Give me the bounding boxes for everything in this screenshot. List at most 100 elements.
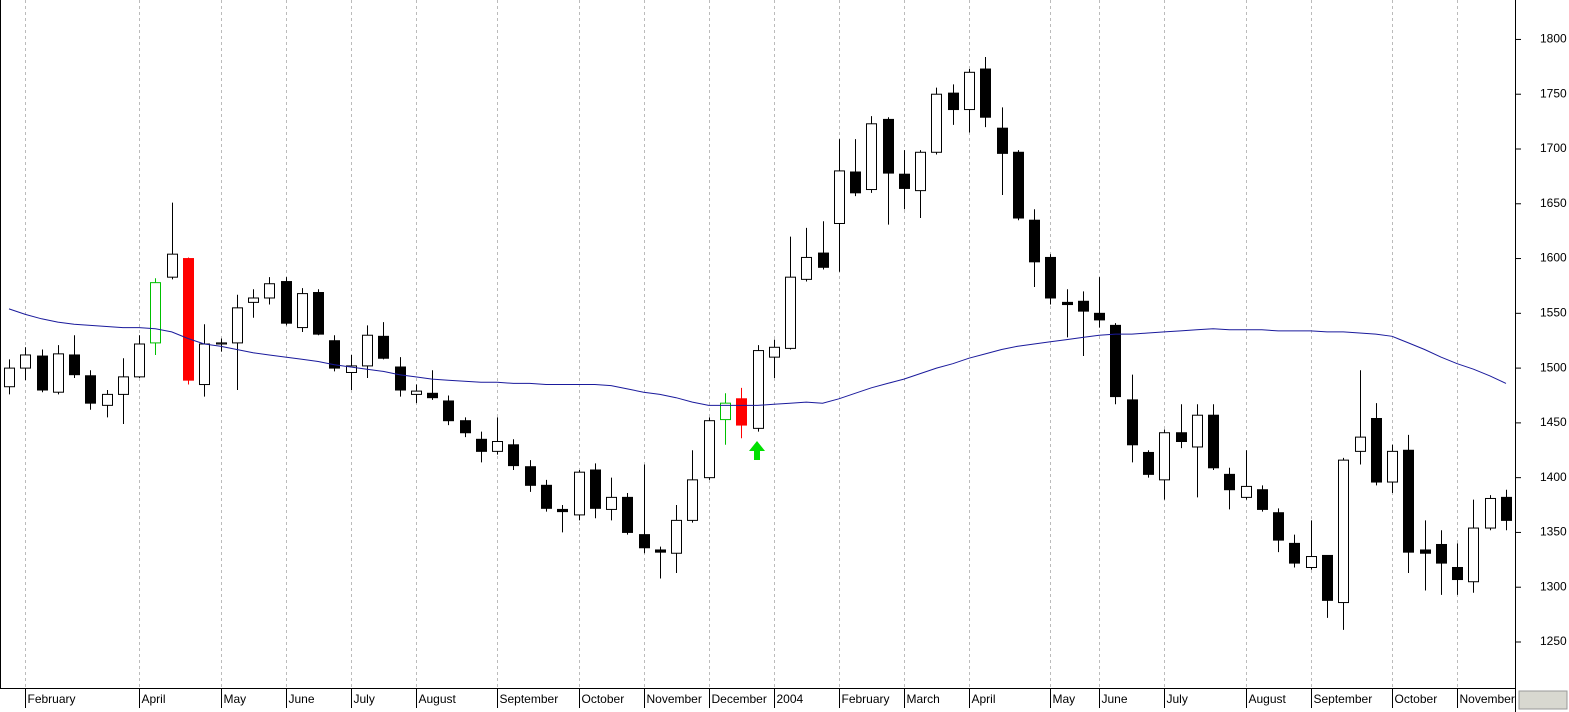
x-tick-label: September: [1314, 692, 1373, 706]
x-tick-label: August: [419, 692, 457, 706]
moving-average: [8, 308, 1507, 406]
candle-body: [411, 390, 422, 395]
candle-body: [232, 307, 243, 344]
x-tick-label: December: [712, 692, 767, 706]
candle-body: [508, 444, 519, 467]
candle-body: [1338, 459, 1349, 604]
y-tick-label: 1550: [1540, 305, 1567, 319]
y-tick-label: 1500: [1540, 360, 1567, 374]
candle-body: [1289, 542, 1300, 564]
candle-body: [1371, 417, 1382, 483]
candle-body: [1468, 527, 1479, 583]
y-tick-label: 1650: [1540, 196, 1567, 210]
candle-body: [1257, 489, 1268, 510]
x-tick-label: November: [1460, 692, 1515, 706]
candle-body: [378, 335, 389, 359]
candle-body: [329, 340, 340, 369]
candle-body: [395, 366, 406, 391]
candle-body: [1110, 324, 1121, 398]
candle-body: [541, 484, 552, 509]
candle-body: [964, 71, 975, 111]
candle-body: [248, 297, 259, 303]
candle-body: [443, 400, 454, 422]
candle-body: [899, 173, 910, 189]
candle-body: [1485, 497, 1496, 529]
y-tick-label: 1800: [1540, 32, 1567, 46]
y-tick-label: 1300: [1540, 579, 1567, 593]
candle-body: [1306, 556, 1317, 568]
candle-body: [915, 151, 926, 192]
candle-body: [931, 93, 942, 153]
x-tick-label: April: [142, 692, 166, 706]
candle-body: [85, 375, 96, 404]
candle-body: [574, 471, 585, 516]
candle-body: [997, 127, 1008, 154]
candle-body: [1208, 414, 1219, 469]
candle-body: [818, 252, 829, 268]
candle-body: [1501, 496, 1512, 521]
candle-body: [1403, 449, 1414, 553]
candle-body: [264, 283, 275, 299]
candle-body: [525, 466, 536, 486]
x-tick-label: April: [972, 692, 996, 706]
candle-body: [476, 438, 487, 452]
x-tick-label: February: [842, 692, 890, 706]
candle-body: [639, 534, 650, 549]
x-tick-label: November: [647, 692, 702, 706]
candle-body: [4, 367, 15, 388]
candle-body: [346, 365, 357, 373]
candle-body: [118, 376, 129, 395]
candle-body: [622, 496, 633, 533]
candle-body: [1013, 151, 1024, 219]
candle-body: [1127, 399, 1138, 446]
candle-body: [671, 519, 682, 554]
candle-body: [1322, 554, 1333, 601]
y-tick-label: 1750: [1540, 86, 1567, 100]
candle-body: [1224, 473, 1235, 491]
y-tick-label: 1450: [1540, 415, 1567, 429]
y-tick-label: 1250: [1540, 634, 1567, 648]
candle-body: [1094, 312, 1105, 321]
plot: [4, 56, 1512, 630]
y-tick-label: 1350: [1540, 525, 1567, 539]
candle-body: [167, 253, 178, 278]
candle-body: [1045, 256, 1056, 299]
candle-body: [216, 342, 227, 345]
candle-body: [850, 171, 861, 194]
candle-body: [1420, 549, 1431, 554]
candle-body: [753, 350, 764, 429]
candle-body: [980, 68, 991, 118]
candle-body: [134, 343, 145, 378]
x-tick-label: March: [907, 692, 940, 706]
candle-body: [427, 392, 438, 399]
candle-body: [704, 420, 715, 479]
candle-body: [150, 282, 161, 344]
candle-body: [1436, 543, 1447, 564]
candle-body: [1078, 300, 1089, 312]
candle-body: [1387, 450, 1398, 483]
candle-body: [69, 354, 80, 376]
y-tick-label: 1400: [1540, 470, 1567, 484]
x-tick-label: June: [1102, 692, 1128, 706]
candle-body: [687, 479, 698, 521]
signal-arrow: [749, 441, 765, 460]
candle-body: [655, 549, 666, 553]
candle-body: [362, 334, 373, 367]
x-tick-label: May: [224, 692, 247, 706]
candle-body: [606, 496, 617, 510]
candle-body: [102, 393, 113, 406]
candle-body: [297, 293, 308, 329]
candle-body: [1159, 432, 1170, 481]
candle-body: [948, 92, 959, 111]
candle-body: [1029, 219, 1040, 263]
x-tick-label: February: [28, 692, 76, 706]
candle-body: [1143, 451, 1154, 475]
candle-body: [866, 123, 877, 191]
candle-body: [557, 508, 568, 513]
candle-body: [492, 441, 503, 452]
corner-box: [1518, 690, 1568, 710]
candle-body: [460, 420, 471, 434]
candle-body: [1176, 432, 1187, 443]
